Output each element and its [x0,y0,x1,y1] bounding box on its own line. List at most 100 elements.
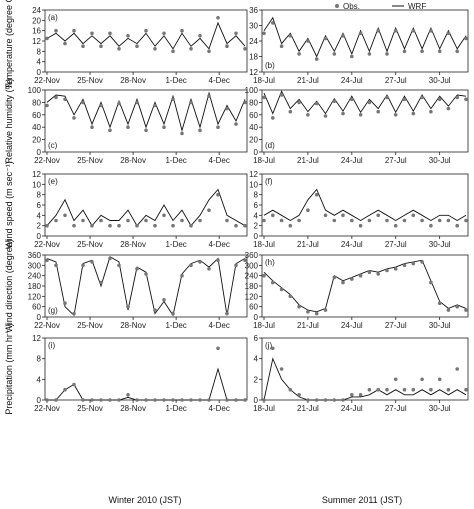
obs-point-right-row0-0 [262,31,266,36]
obs-point-right-row4-4 [297,393,301,397]
xtick-label-right-row0-0: 18-Jul [253,76,275,85]
ylabel-row0: Temperature (degree C) [4,0,14,89]
obs-point-left-row2-3 [72,223,76,228]
xtick-label-left-row1-3: 1-Dec [165,156,186,165]
ytick-label-right-row4-0: 0 [254,396,259,405]
ytick-label-left-row4-0: 0 [37,396,42,405]
obs-point-left-row2-4 [81,218,85,223]
ytick-label-right-row2-3: 6 [254,201,259,210]
obs-point-right-row3-23 [464,308,468,312]
ytick-label-right-row1-3: 60 [249,111,258,120]
ytick-label-right-row3-5: 300 [245,261,259,270]
obs-point-right-row3-14 [385,268,389,273]
obs-point-left-row3-18 [207,267,211,271]
obs-point-right-row2-10 [350,218,354,223]
panel-label-right-row4: (j) [265,341,272,350]
obs-point-right-row3-12 [367,270,372,275]
obs-point-left-row4-10 [135,398,139,402]
ytick-label-left-row0-2: 8 [37,47,42,56]
obs-point-right-row2-20 [437,218,442,223]
xtick-label-right-row1-0: 18-Jul [253,156,275,165]
wrf-line-left-row4 [47,367,245,401]
xtick-label-left-row0-1: 25-Nov [77,76,103,85]
obs-point-right-row1-4 [297,100,301,105]
obs-point-right-row4-16 [402,387,407,392]
wrf-line-right-row2 [263,188,467,222]
xtick-label-left-row3-4: 4-Dec [209,321,230,330]
obs-point-right-row4-18 [420,377,424,382]
obs-point-left-row4-17 [198,398,202,402]
obs-point-right-row3-3 [288,294,293,299]
xtick-label-left-row3-2: 28-Nov [120,321,146,330]
obs-point-left-row4-0 [45,398,49,402]
xtick-label-right-row3-3: 27-Jul [385,321,407,330]
ytick-label-left-row1-5: 100 [28,86,42,95]
obs-point-left-row2-17 [198,218,202,223]
wrf-line-right-row3 [263,259,467,313]
obs-point-right-row0-6 [314,57,319,61]
obs-point-right-row1-3 [288,109,293,114]
ytick-label-left-row0-4: 16 [32,27,41,36]
ytick-label-left-row2-0: 0 [37,232,42,241]
obs-point-right-row1-2 [279,93,284,97]
xtick-label-left-row4-0: 22-Nov [34,404,60,413]
obs-point-left-row3-21 [234,263,238,268]
ytick-label-right-row4-2: 4 [254,355,259,364]
ytick-label-left-row3-6: 360 [28,251,42,260]
obs-point-left-row4-16 [189,398,193,402]
xtick-label-right-row2-1: 21-Jul [297,240,319,249]
ytick-label-left-row2-6: 12 [32,170,41,179]
wrf-line-left-row2 [46,188,246,227]
obs-point-right-row1-6 [314,101,319,106]
obs-point-right-row2-15 [393,223,398,228]
ytick-label-left-row1-3: 60 [32,111,41,120]
obs-point-right-row4-2 [279,367,284,371]
ytick-label-left-row2-4: 8 [37,191,42,200]
obs-point-right-row0-21 [446,31,451,36]
obs-point-right-row4-9 [341,398,345,402]
obs-point-right-row0-9 [341,34,345,38]
obs-point-left-row1-12 [153,103,157,108]
xtick-label-left-row1-0: 22-Nov [34,156,60,165]
obs-point-left-row0-5 [90,31,94,36]
ytick-label-left-row0-0: 0 [37,68,42,77]
obs-point-right-row4-5 [306,398,310,402]
obs-point-right-row0-7 [323,36,328,41]
obs-point-right-row3-8 [332,275,337,280]
obs-point-right-row1-7 [323,114,328,118]
obs-point-right-row3-17 [411,261,416,266]
obs-point-right-row3-15 [393,267,398,271]
obs-point-left-row4-20 [225,398,229,402]
xtick-label-left-row2-1: 25-Nov [77,240,103,249]
obs-point-right-row1-12 [367,100,372,105]
obs-point-right-row1-21 [446,106,451,111]
obs-point-left-row3-22 [243,258,247,263]
xtick-label-right-row2-3: 27-Jul [385,240,407,249]
obs-point-left-row2-16 [189,223,193,228]
obs-point-left-row3-9 [126,304,130,309]
obs-point-left-row1-1 [54,95,58,100]
ytick-label-left-row0-3: 12 [32,37,41,46]
obs-point-right-row1-13 [376,109,381,114]
legend-obs-marker [335,4,339,8]
obs-point-left-row4-12 [153,398,157,402]
obs-point-left-row2-20 [225,218,229,223]
ytick-label-right-row3-6: 360 [245,251,259,260]
obs-point-right-row1-11 [358,113,363,117]
obs-point-left-row0-0 [45,36,49,41]
axes-left-row0 [44,9,248,73]
ytick-label-left-row3-2: 120 [28,292,42,301]
obs-point-right-row4-1 [271,346,275,351]
obs-point-right-row4-19 [429,387,433,392]
ytick-label-right-row0-0: 12 [249,68,258,77]
ytick-label-left-row4-2: 8 [37,355,42,364]
obs-point-right-row2-2 [279,218,284,223]
ytick-label-right-row2-0: 0 [254,232,259,241]
obs-point-left-row2-22 [243,223,247,228]
xtick-label-left-row0-3: 1-Dec [165,76,186,85]
obs-point-right-row0-8 [332,52,337,56]
obs-point-left-row0-4 [81,44,85,48]
obs-point-left-row4-19 [216,346,220,351]
obs-point-left-row2-5 [90,223,94,228]
obs-point-right-row2-19 [429,223,433,228]
